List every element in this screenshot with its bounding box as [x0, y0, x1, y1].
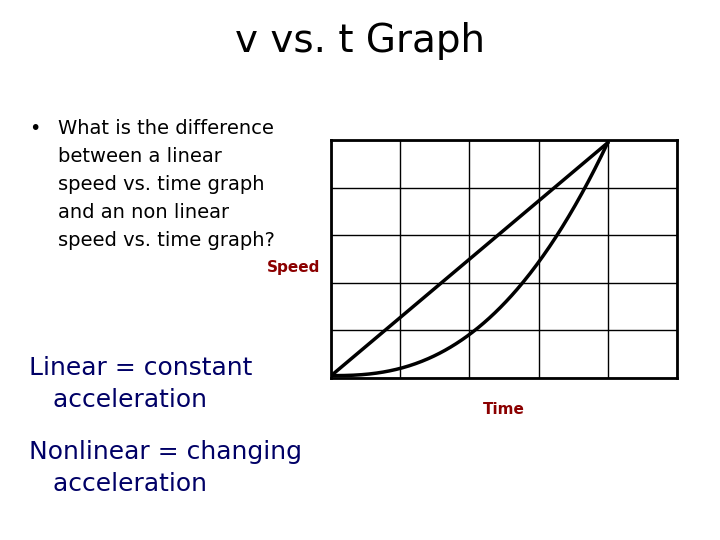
Text: v vs. t Graph: v vs. t Graph — [235, 22, 485, 59]
Text: What is the difference
between a linear
speed vs. time graph
and an non linear
s: What is the difference between a linear … — [58, 119, 274, 250]
Text: Nonlinear = changing
   acceleration: Nonlinear = changing acceleration — [29, 440, 302, 496]
Text: •: • — [29, 119, 40, 138]
Text: Speed: Speed — [267, 260, 320, 275]
Text: Linear = constant
   acceleration: Linear = constant acceleration — [29, 356, 252, 412]
Text: Time: Time — [483, 402, 525, 417]
